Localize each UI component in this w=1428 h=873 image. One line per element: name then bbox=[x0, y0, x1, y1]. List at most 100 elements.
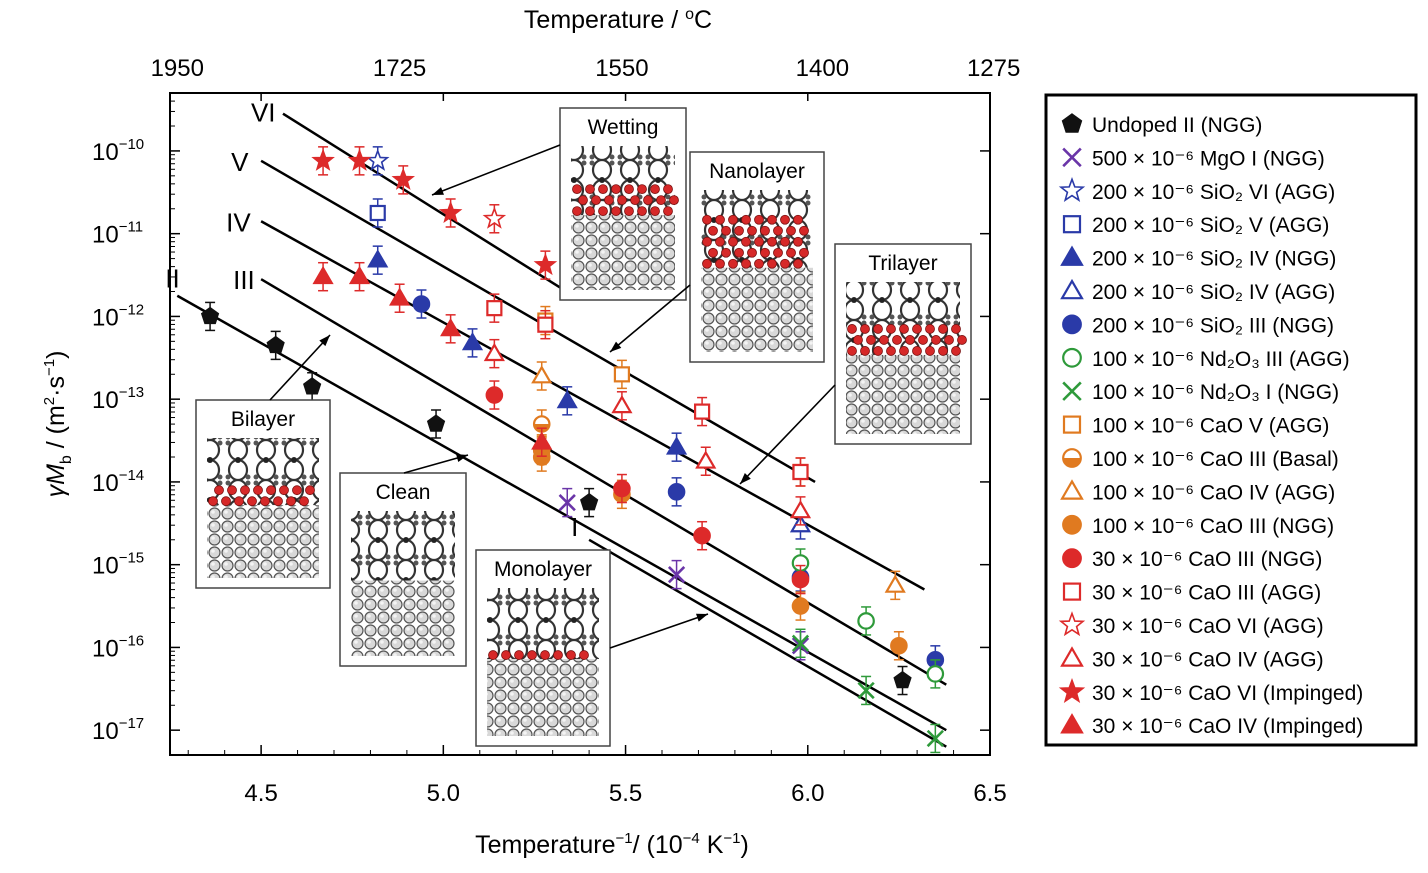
legend-marker bbox=[1062, 314, 1082, 335]
legend-marker bbox=[1062, 582, 1082, 601]
data-point bbox=[926, 729, 944, 748]
inset-nanolayer: Nanolayer bbox=[609, 151, 825, 363]
schematic-chains bbox=[207, 438, 319, 506]
schematic-grains bbox=[846, 354, 960, 434]
legend-entry: 500 × 10⁻⁶ MgO I (NGG) bbox=[1062, 147, 1325, 170]
legend-label: 200 × 10⁻⁶ SiO₂ IV (AGG) bbox=[1092, 281, 1335, 304]
dopant-atom bbox=[767, 214, 777, 225]
halfcircle-fill bbox=[1063, 458, 1081, 467]
text-part: / (m bbox=[42, 405, 70, 455]
dopant-atom bbox=[892, 335, 902, 345]
text-part: −17 bbox=[119, 715, 144, 732]
data-point bbox=[792, 463, 809, 481]
legend-label: Undoped II (NGG) bbox=[1092, 114, 1262, 137]
dopant-atom bbox=[931, 335, 941, 345]
dopant-atom bbox=[208, 496, 218, 507]
dopant-atom bbox=[305, 485, 315, 496]
dopant-atom bbox=[918, 335, 928, 345]
series-0 bbox=[200, 301, 912, 696]
dopant-atom bbox=[624, 184, 634, 195]
data-point bbox=[389, 287, 411, 306]
x-tick-label: 6.0 bbox=[791, 780, 824, 807]
text-part: −12 bbox=[119, 301, 144, 318]
legend-entry: 30 × 10⁻⁶ CaO IV (AGG) bbox=[1060, 646, 1324, 671]
dopant-atom bbox=[715, 214, 725, 225]
dopant-atom bbox=[957, 335, 967, 345]
text-part: 2 bbox=[41, 397, 58, 405]
text-part: −14 bbox=[119, 467, 144, 484]
schematic-grains bbox=[571, 215, 675, 290]
inset-monolayer: Monolayer bbox=[475, 549, 709, 747]
text-part: −1 bbox=[616, 830, 633, 847]
data-point bbox=[789, 500, 812, 519]
dopant-atom bbox=[944, 335, 954, 345]
top-tick-label: 1400 bbox=[796, 55, 849, 82]
x-axis-title: Temperature−1/ (10−4 K−1) bbox=[475, 830, 749, 859]
legend-marker bbox=[1062, 514, 1082, 535]
data-point bbox=[483, 342, 505, 362]
legend-marker bbox=[1062, 347, 1082, 368]
legend-entry: 100 × 10⁻⁶ CaO IV (AGG) bbox=[1060, 479, 1335, 504]
legend: Undoped II (NGG) 500 × 10⁻⁶ MgO I (NGG) 20… bbox=[1044, 93, 1418, 747]
dopant-atom bbox=[912, 346, 922, 356]
legend-label: 100 × 10⁻⁶ CaO III (Basal) bbox=[1092, 448, 1339, 471]
dopant-atom bbox=[553, 650, 563, 660]
data-point bbox=[695, 450, 717, 469]
x-tick-label: 4.5 bbox=[244, 780, 277, 807]
dopant-atom bbox=[886, 346, 896, 356]
dopant-atom bbox=[767, 258, 777, 269]
dopant-atom bbox=[227, 485, 237, 496]
legend-entry: 200 × 10⁻⁶ SiO₂ IV (AGG) bbox=[1060, 278, 1335, 304]
inset-clean: Clean bbox=[339, 454, 469, 667]
dopant-atom bbox=[656, 195, 666, 206]
dopant-atom bbox=[780, 236, 790, 247]
data-point bbox=[665, 436, 688, 455]
schematic-chains bbox=[487, 588, 599, 660]
data-point bbox=[791, 570, 810, 589]
text-part: 10 bbox=[92, 635, 119, 662]
text-part: Temperature / bbox=[524, 6, 685, 34]
y-tick-label: 10−11 bbox=[92, 219, 143, 249]
dopant-atom bbox=[266, 485, 276, 496]
schematic-grains bbox=[207, 505, 319, 578]
series-3 bbox=[369, 198, 386, 228]
dopant-atom bbox=[669, 195, 679, 206]
legend-marker bbox=[1060, 646, 1084, 667]
x-tick-label: 6.5 bbox=[973, 780, 1006, 807]
text-part: −13 bbox=[119, 384, 144, 401]
data-point bbox=[613, 479, 631, 498]
text-part: C bbox=[694, 6, 712, 34]
y-tick-label: 10−12 bbox=[92, 301, 144, 331]
dopant-atom bbox=[728, 236, 738, 247]
legend-entry: 100 × 10⁻⁶ CaO V (AGG) bbox=[1062, 415, 1329, 438]
dopant-atom bbox=[708, 225, 718, 236]
dopant-atom bbox=[624, 206, 634, 217]
legend-marker bbox=[1058, 611, 1086, 637]
legend-entry: 100 × 10⁻⁶ Nd₂O₃ I (NGG) bbox=[1062, 381, 1339, 404]
data-point bbox=[857, 612, 875, 630]
dopant-atom bbox=[912, 324, 922, 334]
series-13 bbox=[485, 380, 810, 595]
text-part: ·s bbox=[42, 376, 70, 397]
text-part: 10 bbox=[92, 718, 119, 745]
dopant-atom bbox=[702, 236, 712, 247]
data-point bbox=[533, 252, 558, 276]
dopant-atom bbox=[886, 324, 896, 334]
inset-arrow bbox=[609, 613, 709, 649]
fit-line-II bbox=[176, 294, 947, 732]
x-tick-label: 5.0 bbox=[427, 780, 460, 807]
inset-trilayer: Trilayer bbox=[739, 243, 972, 485]
legend-marker bbox=[1062, 215, 1082, 234]
inset-arrowhead bbox=[696, 613, 708, 622]
dopant-atom bbox=[793, 258, 803, 269]
legend-marker bbox=[1058, 677, 1086, 703]
inset-label: Wetting bbox=[588, 116, 659, 139]
text-part: −10 bbox=[119, 136, 144, 153]
data-point bbox=[893, 670, 912, 689]
dopant-atom bbox=[721, 225, 731, 236]
dopant-atom bbox=[650, 184, 660, 195]
legend-marker bbox=[1062, 381, 1082, 401]
data-point bbox=[667, 483, 686, 501]
legend-marker bbox=[1061, 113, 1083, 133]
